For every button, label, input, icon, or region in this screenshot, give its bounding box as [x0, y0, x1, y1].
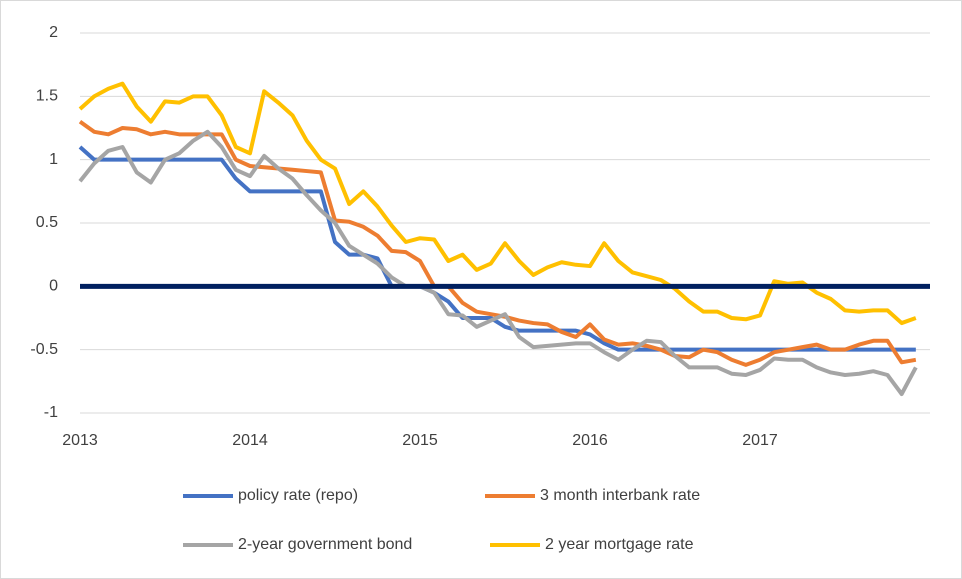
x-tick-label: 2017 — [742, 432, 778, 449]
x-tick-label: 2016 — [572, 432, 608, 449]
series-line — [78, 81, 917, 326]
y-tick-label: 0 — [49, 278, 58, 295]
x-tick-label: 2013 — [62, 432, 98, 449]
series-line — [78, 129, 918, 396]
legend-label: 2-year government bond — [238, 536, 412, 553]
legend-label: 2 year mortgage rate — [545, 536, 694, 553]
x-tick-label: 2015 — [402, 432, 438, 449]
legend-label: policy rate (repo) — [238, 487, 358, 504]
y-tick-label: 1 — [49, 151, 58, 168]
x-tick-label: 2014 — [232, 432, 268, 449]
y-tick-label: -1 — [44, 404, 58, 421]
y-tick-label: 1.5 — [36, 88, 58, 105]
y-tick-label: -0.5 — [30, 341, 58, 358]
y-tick-label: 2 — [49, 24, 58, 41]
y-tick-label: 0.5 — [36, 214, 58, 231]
series-line — [78, 145, 916, 352]
legend-label: 3 month interbank rate — [540, 487, 700, 504]
